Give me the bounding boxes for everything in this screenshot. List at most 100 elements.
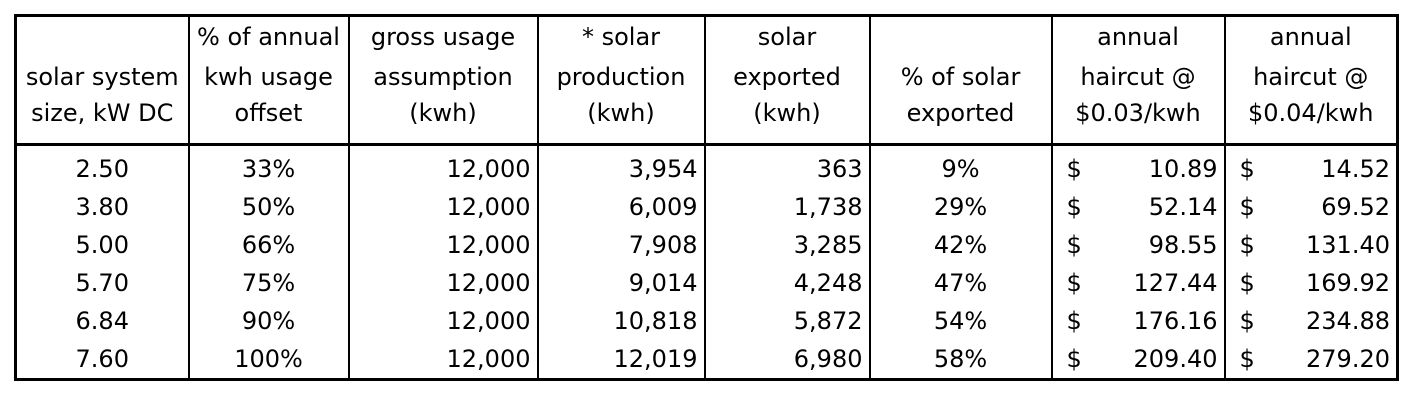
production-cell: 12,019 <box>537 340 706 380</box>
currency-symbol: $ <box>1239 345 1255 373</box>
production-cell: 10,818 <box>537 302 706 340</box>
haircut-03-cell: $52.14 <box>1051 188 1226 226</box>
currency-symbol: $ <box>1239 155 1255 183</box>
amount: 176.16 <box>1133 307 1218 335</box>
pct-exported-cell: 54% <box>869 302 1053 340</box>
gross-usage-cell: 12,000 <box>348 264 539 302</box>
header-cell: * solar <box>537 15 706 57</box>
header-cell: annual <box>1269 23 1352 51</box>
header-cell: exported <box>704 57 871 97</box>
production-cell: 3,954 <box>537 144 706 188</box>
offset-cell: 75% <box>188 264 350 302</box>
amount: 279.20 <box>1306 345 1390 373</box>
gross-usage-cell: 12,000 <box>348 302 539 340</box>
exported-cell: 5,872 <box>704 302 871 340</box>
header-cell: production <box>537 57 706 97</box>
header-cell: exported <box>869 97 1053 146</box>
header-cell <box>869 15 1053 57</box>
pct-exported-cell: 47% <box>869 264 1053 302</box>
haircut-04-cell: $169.92 <box>1225 264 1398 302</box>
offset-cell: 66% <box>188 226 350 264</box>
header-cell: solar <box>704 15 871 57</box>
amount: 127.44 <box>1133 269 1218 297</box>
currency-symbol: $ <box>1066 269 1082 297</box>
amount: 10.89 <box>1148 155 1218 183</box>
header-cell: $0.04/kwh <box>1224 97 1398 146</box>
haircut-03-cell: $209.40 <box>1051 340 1226 380</box>
currency-symbol: $ <box>1066 307 1082 335</box>
header-cell: size, kW DC <box>15 97 190 146</box>
gross-usage-cell: 12,000 <box>348 226 539 264</box>
haircut-04-cell: $14.52 <box>1225 145 1398 189</box>
haircut-04-cell: $234.88 <box>1225 302 1398 340</box>
offset-cell: 33% <box>188 144 350 188</box>
exported-cell: 4,248 <box>704 264 871 302</box>
header-cell: % of annual <box>188 15 350 57</box>
amount: 234.88 <box>1306 307 1390 335</box>
amount: 98.55 <box>1148 231 1218 259</box>
pct-exported-cell: 29% <box>869 188 1053 226</box>
solar-system-table: % of annual gross usage * solar solar an… <box>14 14 1399 381</box>
header-cell: assumption <box>348 57 539 97</box>
header-cell: (kwh) <box>348 97 539 146</box>
header-cell: haircut @ <box>1051 57 1226 97</box>
size-cell: 6.84 <box>15 302 190 340</box>
header-row: % of annual gross usage * solar solar an… <box>15 15 1398 57</box>
header-cell: (kwh) <box>704 97 871 146</box>
header-cell: % of solar <box>869 57 1053 97</box>
header-cell <box>15 15 190 57</box>
pct-exported-cell: 42% <box>869 226 1053 264</box>
haircut-03-cell: $176.16 <box>1051 302 1226 340</box>
header-cell: solar system <box>15 57 190 97</box>
size-cell: 3.80 <box>15 188 190 226</box>
pct-exported-cell: 58% <box>869 340 1053 380</box>
exported-cell: 3,285 <box>704 226 871 264</box>
production-cell: 9,014 <box>537 264 706 302</box>
header-row: size, kW DC offset (kwh) (kwh) (kwh) exp… <box>15 97 1398 146</box>
pct-exported-cell: 9% <box>869 144 1053 188</box>
haircut-03-cell: $98.55 <box>1051 226 1226 264</box>
table-row: 3.80 50% 12,000 6,009 1,738 29% $52.14 $… <box>15 188 1398 226</box>
header-cell: (kwh) <box>537 97 706 146</box>
header-cell: kwh usage <box>188 57 350 97</box>
currency-symbol: $ <box>1066 193 1082 221</box>
header-cell: gross usage <box>348 15 539 57</box>
currency-symbol: $ <box>1066 155 1082 183</box>
table-row: 2.50 33% 12,000 3,954 363 9% $10.89 $14.… <box>15 144 1398 189</box>
gross-usage-cell: 12,000 <box>348 144 539 188</box>
amount: 69.52 <box>1321 193 1390 221</box>
exported-cell: 363 <box>704 144 871 188</box>
haircut-03-cell: $127.44 <box>1051 264 1226 302</box>
header-row: solar system kwh usage assumption produc… <box>15 57 1398 97</box>
offset-cell: 100% <box>188 340 350 380</box>
size-cell: 5.00 <box>15 226 190 264</box>
amount: 14.52 <box>1321 155 1390 183</box>
currency-symbol: $ <box>1239 269 1255 297</box>
size-cell: 7.60 <box>15 340 190 380</box>
table-row: 5.00 66% 12,000 7,908 3,285 42% $98.55 $… <box>15 226 1398 264</box>
haircut-03-cell: $10.89 <box>1051 144 1226 188</box>
currency-symbol: $ <box>1066 345 1082 373</box>
currency-symbol: $ <box>1239 231 1255 259</box>
currency-symbol: $ <box>1066 231 1082 259</box>
table-row: 5.70 75% 12,000 9,014 4,248 47% $127.44 … <box>15 264 1398 302</box>
table-row: 7.60 100% 12,000 12,019 6,980 58% $209.4… <box>15 340 1398 380</box>
table-row: 6.84 90% 12,000 10,818 5,872 54% $176.16… <box>15 302 1398 340</box>
currency-symbol: $ <box>1239 307 1255 335</box>
gross-usage-cell: 12,000 <box>348 340 539 380</box>
size-cell: 5.70 <box>15 264 190 302</box>
header-cell: annual <box>1051 15 1226 57</box>
size-cell: 2.50 <box>15 144 190 188</box>
offset-cell: 50% <box>188 188 350 226</box>
exported-cell: 6,980 <box>704 340 871 380</box>
haircut-04-cell: $131.40 <box>1225 226 1398 264</box>
amount: 209.40 <box>1133 345 1218 373</box>
header-cell: offset <box>188 97 350 146</box>
production-cell: 7,908 <box>537 226 706 264</box>
haircut-04-cell: $69.52 <box>1225 188 1398 226</box>
gross-usage-cell: 12,000 <box>348 188 539 226</box>
amount: 52.14 <box>1148 193 1218 221</box>
exported-cell: 1,738 <box>704 188 871 226</box>
header-cell: $0.03/kwh <box>1051 97 1226 146</box>
currency-symbol: $ <box>1239 193 1255 221</box>
